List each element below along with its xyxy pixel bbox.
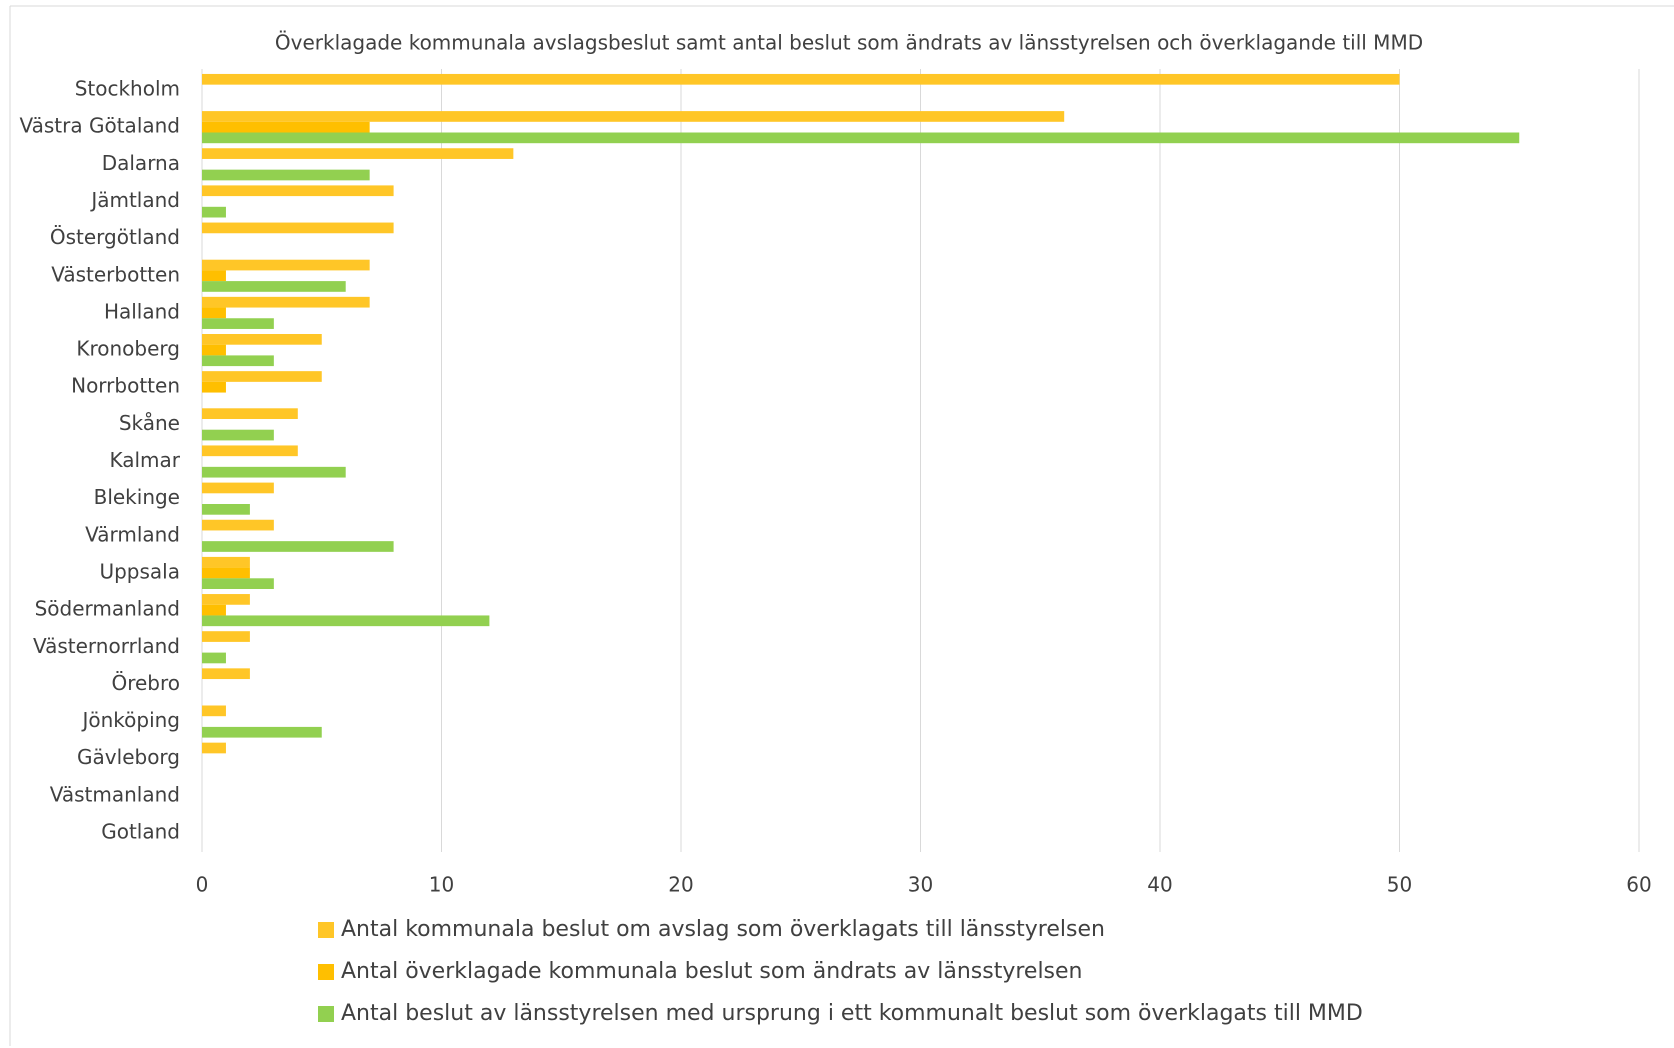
bar [202, 132, 1520, 144]
y-tick-label: Gävleborg [77, 745, 180, 769]
y-tick-label: Västerbotten [51, 262, 180, 286]
y-tick-label: Jämtland [89, 188, 180, 212]
y-tick-label: Halland [104, 299, 180, 323]
y-tick-label: Stockholm [75, 77, 180, 101]
bar [202, 73, 1400, 85]
chart-title: Överklagade kommunala avslagsbeslut samt… [275, 31, 1423, 55]
y-tick-label: Västra Götaland [20, 114, 181, 138]
bar [202, 222, 394, 234]
y-tick-label: Södermanland [35, 597, 180, 621]
y-tick-label: Dalarna [102, 151, 180, 175]
bar [202, 111, 1065, 122]
bar [202, 652, 226, 664]
legend-swatch [318, 1006, 334, 1022]
y-tick-label: Gotland [101, 820, 180, 844]
legend-label: Antal kommunala beslut om avslag som öve… [341, 917, 1105, 942]
y-tick-label: Skåne [119, 411, 180, 435]
bar [202, 169, 370, 181]
bar [202, 381, 226, 393]
bar [202, 121, 370, 133]
bar [202, 185, 394, 197]
bar [202, 281, 346, 292]
bar [202, 604, 226, 616]
bar [202, 429, 274, 441]
bar [202, 705, 226, 717]
legend-label: Antal beslut av länsstyrelsen med urspru… [341, 1001, 1363, 1026]
bar [202, 578, 274, 589]
x-tick-label: 20 [668, 873, 693, 897]
bar [202, 556, 250, 568]
x-tick-label: 40 [1147, 873, 1172, 897]
bar [202, 615, 490, 627]
legend-label: Antal överklagade kommunala beslut som ä… [341, 959, 1083, 984]
y-tick-label: Uppsala [99, 559, 180, 583]
x-tick-label: 30 [908, 873, 933, 897]
bar [202, 408, 298, 419]
y-tick-label: Östergötland [50, 225, 180, 249]
bar [202, 466, 346, 478]
y-tick-label: Västernorrland [33, 634, 180, 658]
bar [202, 371, 322, 382]
bar [202, 726, 322, 738]
y-tick-label: Blekinge [94, 485, 180, 509]
bar [202, 504, 250, 515]
bar [202, 541, 394, 552]
bar [202, 307, 226, 319]
bar [202, 270, 226, 282]
y-tick-label: Värmland [85, 522, 180, 546]
bar [202, 631, 250, 642]
bar [202, 567, 250, 579]
legend-swatch [318, 922, 334, 938]
bar [202, 334, 322, 345]
x-tick-label: 50 [1387, 873, 1412, 897]
x-tick-label: 60 [1626, 873, 1651, 897]
bar [202, 445, 298, 457]
bar [202, 296, 370, 308]
y-tick-label: Jönköping [80, 708, 180, 732]
x-tick-label: 0 [196, 873, 209, 897]
bar [202, 594, 250, 605]
y-tick-label: Örebro [111, 671, 180, 695]
bar [202, 482, 274, 494]
legend-swatch [318, 964, 334, 980]
y-tick-label: Norrbotten [71, 374, 180, 398]
y-tick-label: Västmanland [50, 782, 180, 806]
x-tick-label: 10 [429, 873, 454, 897]
bar [202, 668, 250, 680]
bar [202, 259, 370, 271]
bar [202, 206, 226, 218]
bar [202, 742, 226, 754]
bar [202, 344, 226, 356]
bar [202, 318, 274, 329]
bar [202, 148, 514, 159]
bar [202, 355, 274, 367]
bar [202, 519, 274, 531]
y-tick-label: Kalmar [109, 448, 180, 472]
y-tick-label: Kronoberg [76, 337, 180, 361]
